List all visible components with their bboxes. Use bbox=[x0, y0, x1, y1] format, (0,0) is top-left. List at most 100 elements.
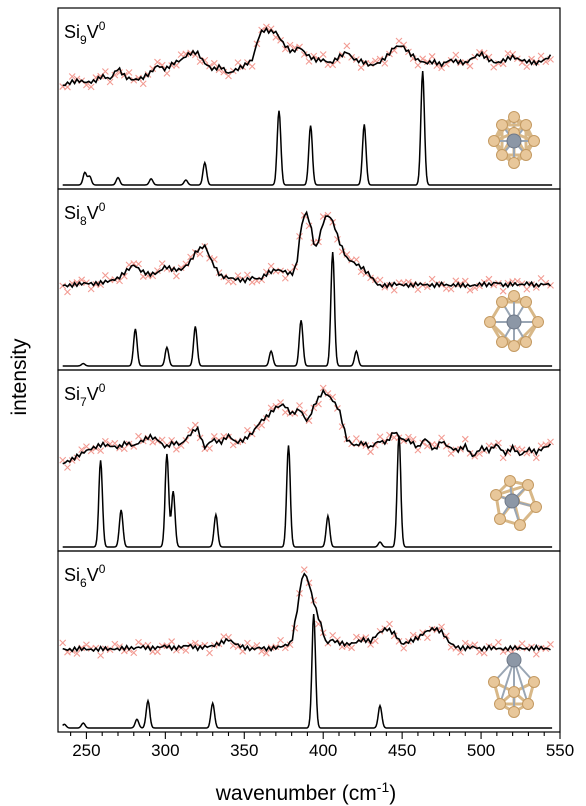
si-atom bbox=[508, 686, 520, 698]
x-tick-label: 300 bbox=[151, 741, 179, 760]
panel-frame bbox=[57, 550, 561, 733]
x-axis-label-end: ) bbox=[389, 782, 396, 805]
experiment-marker bbox=[499, 648, 507, 655]
experiment-marker bbox=[296, 402, 303, 409]
si9v-cluster-structure bbox=[488, 111, 540, 169]
experiment-marker bbox=[277, 636, 284, 644]
experiment-marker bbox=[154, 58, 161, 66]
panel-3: Si7V0 bbox=[57, 369, 561, 552]
experiment-marker bbox=[73, 650, 81, 657]
experiment-marker bbox=[111, 640, 119, 648]
panel-label-sub1: 6 bbox=[80, 576, 87, 590]
panel-label-mid: V bbox=[87, 384, 99, 404]
experiment-marker bbox=[135, 638, 142, 646]
bond bbox=[499, 659, 515, 705]
si-atom bbox=[522, 479, 534, 491]
experiment-marker bbox=[461, 435, 469, 443]
experiment-marker bbox=[182, 647, 190, 654]
experiment-markers bbox=[59, 566, 554, 659]
x-tick-label: 500 bbox=[467, 741, 495, 760]
experiment-marker bbox=[130, 649, 138, 657]
experiment-marker bbox=[409, 436, 417, 443]
si-atom bbox=[508, 157, 520, 169]
experiment-marker bbox=[135, 260, 142, 268]
si-atom bbox=[520, 149, 532, 161]
si-atom bbox=[488, 135, 500, 147]
experiment-markers bbox=[59, 23, 554, 91]
panel-label-mid: V bbox=[87, 22, 99, 42]
experiment-marker bbox=[395, 37, 403, 45]
experiment-marker bbox=[390, 286, 398, 294]
experiment-marker bbox=[371, 637, 379, 645]
experiment-marker bbox=[206, 649, 213, 657]
panel-frame bbox=[57, 369, 561, 552]
experiment-marker bbox=[367, 448, 374, 456]
experiment-marker bbox=[319, 384, 327, 392]
experiment-marker bbox=[281, 274, 289, 282]
experiment-marker bbox=[106, 646, 114, 654]
v-atom bbox=[506, 133, 522, 149]
x-axis-label: wavenumber (cm-1) bbox=[215, 779, 397, 805]
experiment-line bbox=[62, 388, 552, 465]
experiment-marker bbox=[154, 267, 161, 275]
experiment-marker bbox=[438, 623, 445, 631]
experiment-marker bbox=[447, 450, 455, 457]
calculated-spectrum-line bbox=[62, 435, 553, 548]
experiment-marker bbox=[532, 650, 540, 658]
experiment-marker bbox=[466, 286, 474, 294]
experiment-marker bbox=[523, 63, 531, 71]
panel-label-main: Si bbox=[64, 22, 80, 42]
si-atom bbox=[488, 676, 500, 688]
experiment-marker bbox=[272, 643, 280, 651]
experiment-marker bbox=[125, 69, 133, 76]
si-atom bbox=[494, 513, 506, 525]
experiment-marker bbox=[244, 426, 251, 434]
panel-label-main: Si bbox=[64, 565, 80, 585]
experiment-marker bbox=[471, 452, 479, 460]
experiment-line bbox=[62, 210, 552, 289]
experiment-marker bbox=[59, 639, 67, 647]
si-atom bbox=[530, 501, 542, 513]
x-tick-label: 250 bbox=[72, 741, 100, 760]
experiment-marker bbox=[139, 80, 147, 88]
experiment-marker bbox=[343, 251, 351, 258]
experiment-marker bbox=[210, 433, 218, 440]
si-atom bbox=[520, 336, 532, 348]
experiment-marker bbox=[457, 648, 464, 656]
panel-label-mid: V bbox=[87, 203, 99, 223]
experiment-marker bbox=[466, 62, 474, 70]
experiment-marker bbox=[343, 42, 351, 50]
experiment-marker bbox=[357, 268, 365, 276]
experiment-line bbox=[62, 572, 551, 653]
experiment-marker bbox=[452, 51, 460, 59]
experiment-marker bbox=[367, 641, 374, 648]
si-atom bbox=[508, 111, 520, 123]
experiment-marker bbox=[419, 55, 427, 63]
experiment-marker bbox=[64, 288, 71, 296]
panel-label-sub1: 7 bbox=[80, 395, 87, 409]
panel-label: Si8V0 bbox=[64, 200, 106, 228]
experiment-marker bbox=[476, 282, 483, 290]
si8v-cluster-structure bbox=[484, 290, 544, 352]
panel-label-mid: V bbox=[87, 565, 99, 585]
experiment-marker bbox=[547, 438, 554, 446]
si-atom bbox=[528, 676, 540, 688]
v-atom bbox=[504, 493, 520, 509]
panel-label-main: Si bbox=[64, 384, 80, 404]
experiment-marker bbox=[68, 73, 76, 80]
experiment-marker bbox=[291, 624, 299, 632]
calculated-spectrum-line bbox=[62, 252, 553, 367]
bond bbox=[513, 659, 529, 705]
experiment-marker bbox=[286, 641, 294, 649]
experiment-marker bbox=[168, 638, 176, 645]
panel-label-sup: 0 bbox=[99, 562, 106, 576]
experiment-marker bbox=[490, 63, 498, 71]
experiment-marker bbox=[87, 83, 95, 91]
experiment-marker bbox=[300, 51, 308, 58]
experiment-marker bbox=[381, 59, 389, 67]
si-atom bbox=[496, 119, 508, 131]
panel-1: Si9V0 bbox=[57, 7, 561, 190]
panel-label-sup: 0 bbox=[99, 200, 106, 214]
si-atom bbox=[508, 290, 520, 302]
